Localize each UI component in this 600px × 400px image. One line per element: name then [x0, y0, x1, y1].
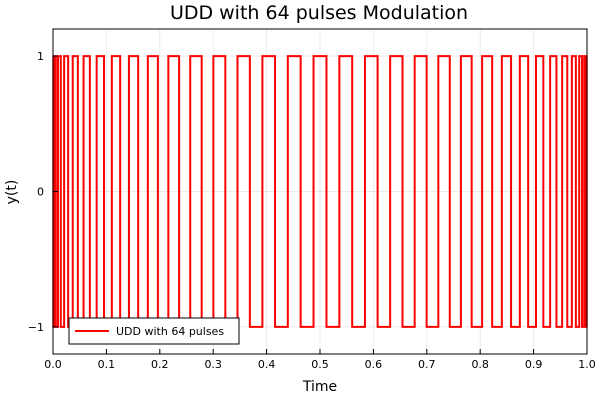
- x-tick-label: 0.3: [204, 358, 222, 371]
- y-axis-ticks: −1 0 1: [28, 50, 58, 334]
- legend: UDD with 64 pulses: [68, 317, 240, 345]
- x-tick-label: 1.0: [578, 358, 596, 371]
- x-tick-label: 0.6: [365, 358, 383, 371]
- legend-label: UDD with 64 pulses: [116, 325, 224, 338]
- x-tick-label: 0.9: [525, 358, 543, 371]
- x-axis-ticks: 0.0 0.1 0.2 0.3 0.4 0.5 0.6 0.7 0.8 0.9 1.0: [44, 349, 596, 371]
- y-tick-label: 1: [37, 50, 44, 63]
- x-tick-label: 0.2: [151, 358, 169, 371]
- udd-series-line: [52, 55, 588, 328]
- x-tick-label: 0.0: [44, 358, 62, 371]
- series-layer: [52, 55, 588, 328]
- x-tick-label: 0.7: [418, 358, 436, 371]
- x-tick-label: 0.4: [258, 358, 276, 371]
- x-tick-label: 0.1: [98, 358, 116, 371]
- y-tick-label: −1: [28, 321, 44, 334]
- grid: [52, 29, 588, 354]
- x-axis-label: Time: [302, 379, 337, 395]
- x-tick-label: 0.5: [311, 358, 329, 371]
- chart-title: UDD with 64 pulses Modulation: [170, 2, 468, 24]
- y-tick-label: 0: [37, 186, 44, 199]
- y-axis-label: y(t): [4, 180, 20, 205]
- x-tick-label: 0.8: [471, 358, 489, 371]
